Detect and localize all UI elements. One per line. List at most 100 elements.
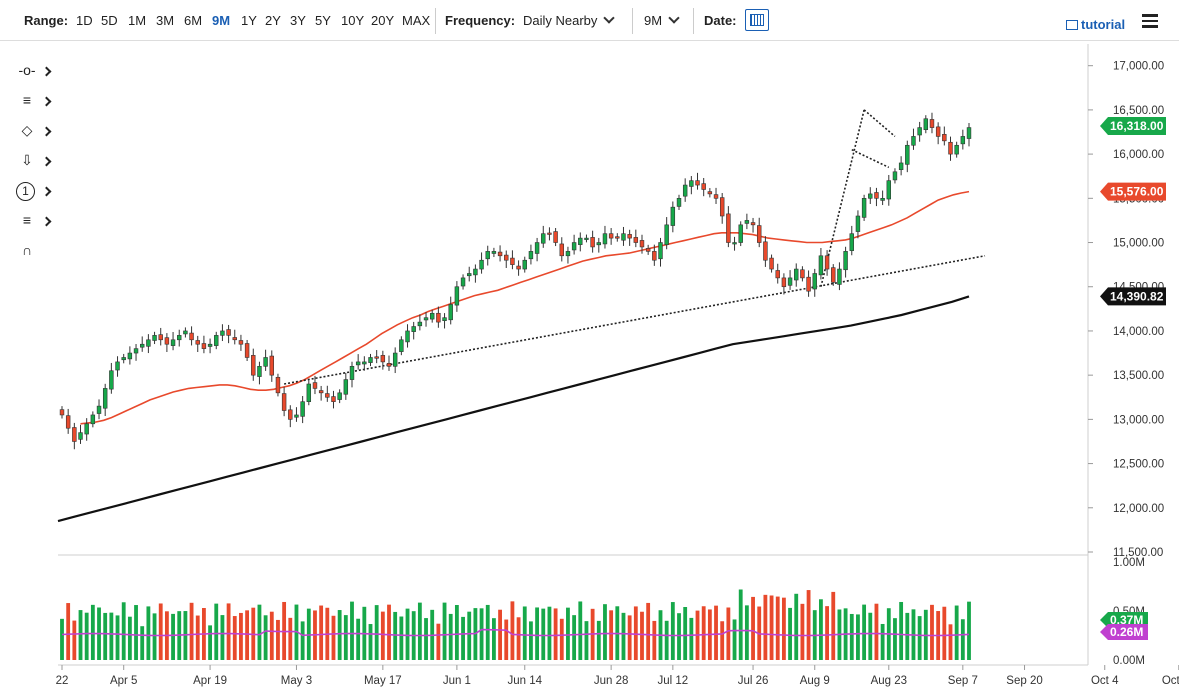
candle-body	[386, 363, 392, 367]
candle-body	[528, 251, 534, 260]
candle-body	[824, 255, 830, 270]
volume-bar	[239, 612, 243, 660]
candle-body	[898, 162, 904, 170]
tool-annotation[interactable]: 1	[14, 178, 54, 208]
menu-icon[interactable]	[1142, 14, 1158, 28]
crosshair-icon: -o-	[18, 62, 36, 78]
volume-bar	[547, 606, 552, 660]
range-10y[interactable]: 10Y	[341, 13, 365, 28]
candle-body	[127, 352, 133, 360]
trendline-flag-top	[863, 109, 896, 138]
volume-bar	[646, 602, 651, 660]
volume-bar	[868, 612, 873, 660]
range-9m[interactable]: 9M	[212, 13, 231, 28]
tool-crosshair[interactable]: -o-	[14, 58, 54, 88]
volume-tick-label: 0.00M	[1113, 655, 1145, 667]
candle-body	[220, 330, 225, 336]
volume-bar	[485, 604, 490, 660]
range-20y[interactable]: 20Y	[371, 13, 395, 28]
tool-pattern[interactable]: ≡	[14, 208, 54, 238]
candle-body	[911, 136, 916, 146]
volume-bar	[572, 615, 577, 660]
tool-arrow-down[interactable]: ⇩	[14, 148, 54, 178]
volume-bar	[214, 603, 219, 660]
volume-bar	[769, 595, 774, 660]
volume-bar	[714, 605, 718, 660]
date-label: Date:	[704, 13, 737, 28]
volume-bar	[738, 589, 743, 660]
candle-body	[164, 337, 170, 345]
range-3m[interactable]: 3M	[156, 13, 175, 28]
volume-bar	[350, 601, 354, 660]
volume-bar	[232, 616, 237, 660]
divider	[693, 8, 694, 34]
volume-bar	[245, 610, 250, 660]
date-tick-label: Sep 20	[1006, 675, 1042, 687]
volume-bar	[732, 619, 737, 660]
candle-body	[923, 118, 929, 131]
range-2y[interactable]: 2Y	[265, 13, 281, 28]
tool-shape[interactable]: ◇	[14, 118, 54, 148]
volume-bar	[948, 624, 953, 660]
volume-bar	[393, 611, 398, 660]
tool-fibonacci[interactable]: ≡	[14, 88, 54, 118]
candle-body	[380, 355, 386, 363]
candle-body	[429, 312, 435, 320]
volume-bar	[417, 602, 422, 660]
candle-body	[399, 339, 404, 352]
candle-body	[578, 237, 583, 245]
candle-body	[479, 259, 484, 270]
price-tick-label: 14,000.00	[1113, 326, 1164, 338]
date-tick-label: May 17	[364, 675, 402, 687]
calendar-icon[interactable]	[745, 9, 769, 31]
volume-bar	[171, 613, 175, 660]
candle-body	[658, 242, 663, 260]
candle-body	[732, 242, 737, 245]
volume-bar	[596, 620, 601, 660]
volume-bar	[689, 617, 694, 660]
candle-body	[460, 277, 466, 287]
frequency-select[interactable]: Daily Nearby	[523, 12, 616, 28]
volume-bar	[831, 591, 836, 660]
volume-bar	[84, 612, 89, 660]
date-tick-label: Apr 5	[110, 675, 138, 687]
candle-body	[880, 198, 885, 201]
tutorial-link[interactable]: tutorial	[1066, 17, 1125, 32]
range-6m[interactable]: 6M	[184, 13, 203, 28]
volume-bar	[775, 596, 780, 660]
candle-body	[652, 251, 657, 261]
candle-body	[590, 237, 595, 248]
candle-body	[201, 343, 207, 349]
range-3y[interactable]: 3Y	[290, 13, 306, 28]
candle-body	[158, 334, 163, 341]
price-tick-label: 12,500.00	[1113, 459, 1164, 471]
film-icon	[1066, 20, 1078, 30]
period-select[interactable]: 9M	[644, 12, 680, 28]
volume-bar	[152, 613, 157, 660]
volume-bar	[72, 620, 77, 660]
range-max[interactable]: MAX	[402, 13, 431, 28]
volume-bar	[331, 615, 336, 660]
volume-bar	[683, 607, 688, 660]
range-5y[interactable]: 5Y	[315, 13, 331, 28]
range-1y[interactable]: 1Y	[241, 13, 257, 28]
volume-bar	[60, 618, 64, 660]
tutorial-label: tutorial	[1081, 17, 1126, 32]
volume-bar	[103, 612, 108, 660]
candle-body	[121, 357, 126, 361]
volume-bar	[794, 593, 799, 660]
range-1m[interactable]: 1M	[128, 13, 147, 28]
date-tick-label: Jul 12	[657, 675, 688, 687]
price-label-1: 15,576.00	[1110, 185, 1164, 199]
candle-body	[306, 383, 312, 402]
volume-bar	[66, 603, 71, 660]
candle-body	[806, 276, 811, 292]
volume-bar	[442, 602, 447, 660]
volume-bar	[189, 602, 194, 660]
candle-body	[139, 343, 145, 348]
volume-bar	[374, 605, 379, 660]
range-1d[interactable]: 1D	[76, 13, 93, 28]
range-5d[interactable]: 5D	[101, 13, 118, 28]
tool-magnet[interactable]: ∩	[14, 238, 54, 268]
